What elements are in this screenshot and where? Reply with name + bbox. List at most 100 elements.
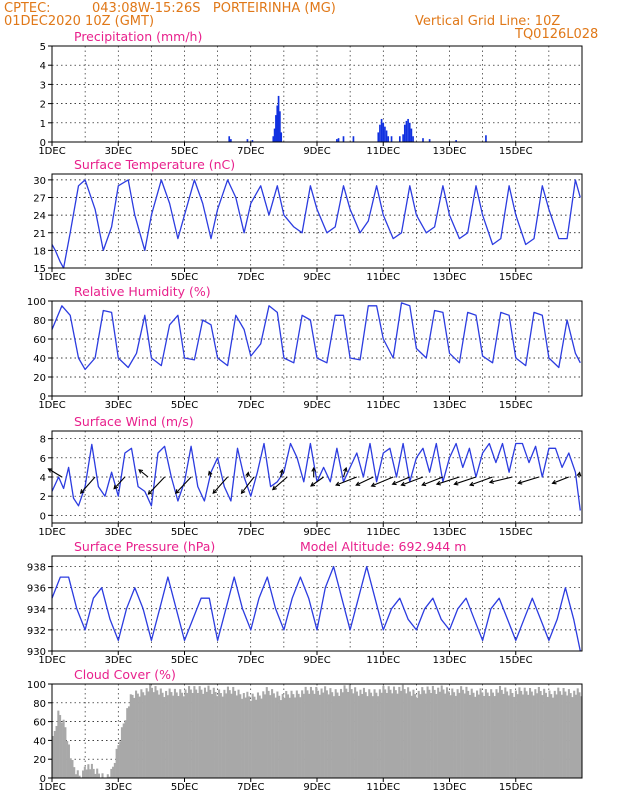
cloud-cover-bar	[135, 690, 138, 778]
x-tick-label: 3DEC	[105, 272, 132, 283]
wind-arrow-head	[279, 468, 284, 474]
cloud-cover-bar	[295, 690, 298, 778]
cloud-cover-bar	[483, 695, 486, 778]
precip-bar	[407, 118, 409, 142]
cloud-cover-bar	[412, 689, 415, 778]
x-tick-label: 1DEC	[38, 272, 65, 283]
cloud-cover-bar	[338, 695, 341, 778]
header-grid-note: Vertical Grid Line: 10Z	[415, 14, 561, 29]
cloud-cover-bar	[253, 696, 256, 778]
y-tick-label: 30	[33, 176, 46, 187]
precip-bar	[277, 95, 280, 142]
x-tick-label: 5DEC	[171, 655, 198, 666]
cloud-cover-bar	[209, 689, 212, 778]
cloud-cover-bar	[497, 692, 500, 778]
cloud-cover-bar	[359, 689, 362, 778]
cloud-cover-bar	[182, 696, 185, 778]
cloud-cover-bar	[560, 694, 563, 778]
cloud-cover-bar	[233, 690, 237, 778]
cloud-cover-bar	[150, 687, 153, 778]
cloud-cover-bar	[550, 694, 553, 778]
cloud-cover-bar	[389, 689, 392, 778]
cloud-cover-bar	[544, 692, 547, 778]
cloud-cover-bar	[211, 693, 214, 778]
cloud-cover-bar	[493, 696, 496, 778]
cloud-cover-bar	[377, 696, 380, 778]
cloud-cover-bar	[426, 686, 429, 778]
cloud-cover-bar	[218, 689, 221, 778]
precip-bar	[403, 124, 406, 142]
cloud-cover-bar	[221, 696, 224, 778]
cloud-cover-bar	[120, 727, 123, 778]
panel-5: Cloud Cover (%) 0 20 40 60 80 100 1DEC 3DEC 5DEC 7…	[27, 667, 583, 793]
x-tick-label: 15DEC	[499, 146, 533, 157]
precip-bar	[280, 132, 283, 142]
x-tick-label: 15DEC	[499, 400, 533, 411]
wind-arrow	[436, 476, 460, 485]
cloud-cover-bar	[509, 689, 512, 778]
precip-bar	[410, 128, 413, 142]
cloud-cover-bar	[373, 689, 376, 778]
cloud-cover-bar	[551, 697, 555, 778]
cloud-cover-bar	[437, 687, 440, 778]
cloud-cover-bar	[430, 693, 433, 778]
wind-arrow-head	[469, 481, 475, 487]
precip-bar	[428, 139, 431, 142]
cloud-cover-bar	[476, 690, 479, 778]
cloud-cover-bar	[514, 690, 517, 778]
cloud-cover-bar	[433, 689, 436, 778]
cloud-cover-bar	[195, 689, 198, 778]
panel-frame	[51, 430, 583, 524]
cloud-cover-bar	[361, 693, 364, 778]
cloud-cover-bar	[85, 769, 88, 778]
wind-arrow	[280, 469, 283, 478]
precip-bar	[272, 136, 275, 142]
cloud-cover-bar	[375, 692, 378, 778]
cloud-cover-bar	[366, 696, 369, 778]
cloud-cover-bar	[320, 688, 323, 778]
cloud-cover-bar	[249, 700, 252, 778]
cloud-cover-bar	[463, 693, 466, 778]
wind-arrow	[80, 476, 96, 494]
cloud-cover-bar	[521, 694, 524, 778]
cloud-cover-bar	[276, 691, 279, 778]
cloud-cover-bar	[555, 694, 558, 778]
wind-arrow	[212, 476, 228, 494]
cloud-cover-bar	[219, 693, 222, 778]
wind-arrow	[392, 476, 410, 485]
cloud-cover-bar	[506, 691, 509, 778]
wind-arrow-head	[517, 480, 523, 485]
cloud-cover-bar	[423, 690, 426, 778]
x-tick-label: 9DEC	[303, 655, 330, 666]
x-tick-label: 3DEC	[105, 146, 132, 157]
cloud-cover-bar	[126, 708, 129, 778]
cloud-cover-bar	[352, 693, 355, 778]
cloud-cover-bar	[73, 767, 76, 778]
cloud-cover-bar	[576, 688, 579, 778]
x-tick-label: 1DEC	[38, 527, 65, 538]
wind-arrow-head	[207, 470, 213, 476]
cloud-cover-bar	[267, 690, 270, 778]
cloud-cover-bar	[315, 686, 318, 778]
cloud-cover-bar	[405, 693, 408, 778]
cloud-cover-bar	[94, 773, 97, 778]
cloud-cover-bar	[495, 689, 498, 778]
cloud-cover-bar	[74, 774, 78, 778]
cloud-cover-bar	[368, 689, 371, 778]
x-tick-label: 9DEC	[303, 782, 330, 793]
cloud-cover-bar	[92, 768, 95, 778]
cloud-cover-bar	[166, 695, 169, 778]
cloud-cover-bar	[309, 686, 312, 778]
cloud-cover-bar	[255, 699, 258, 778]
wind-arrow-head	[453, 480, 459, 486]
y-tick-label: 5	[40, 42, 46, 53]
panel-title: Precipitation (mm/h)	[74, 29, 202, 44]
cloud-cover-bar	[52, 736, 55, 778]
cloud-cover-bar	[232, 686, 235, 778]
cloud-cover-bar	[447, 691, 450, 778]
cloud-cover-bar	[424, 693, 427, 778]
cloud-cover-bar	[350, 689, 353, 778]
x-tick-label: 15DEC	[499, 655, 533, 666]
y-tick-label: 40	[33, 736, 46, 747]
panel-1: Surface Temperature (nC) 15 18 21 24 27 30 1DEC…	[33, 157, 583, 283]
